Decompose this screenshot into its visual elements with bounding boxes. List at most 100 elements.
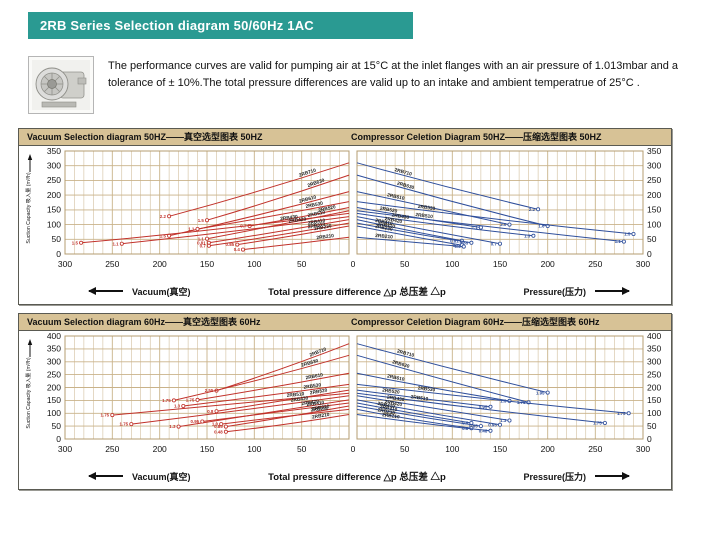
model-label: 2RB530 [417, 204, 436, 212]
curve-2RB510 [356, 392, 605, 424]
y-tick-label: 0 [647, 434, 652, 444]
y-tick-label: 350 [47, 344, 61, 354]
model-label: 2RB230 [314, 223, 333, 232]
power-label: 0.8 [207, 409, 214, 414]
curve-2RB410 [208, 219, 350, 244]
model-label: 2RB710 [309, 346, 328, 358]
right-arrow-icon [595, 287, 630, 295]
pressure-axis-label: Pressure(压力) [523, 286, 586, 297]
y-tick-label: 150 [647, 395, 661, 405]
compressor-diagram-title-50hz: Compressor Celetion Diagram 50HZ——压缩选型图表… [351, 132, 602, 142]
x-tick-label: 250 [588, 259, 602, 269]
curve-2RB210 [356, 236, 464, 248]
curve-2RB530 [197, 201, 350, 230]
model-label: 2RB630 [307, 177, 326, 189]
power-label: 0.81 [450, 238, 459, 243]
model-label: 2RB710 [298, 167, 317, 178]
model-label: 2RB310 [307, 221, 326, 230]
model-label: 2RB420 [384, 216, 403, 225]
model-label: 2RB420 [301, 399, 320, 408]
power-label: 0.85 [469, 424, 478, 429]
power-label: 1.75 [617, 411, 626, 416]
power-label: 1.1 [112, 241, 119, 246]
curve-2RB430 [131, 395, 350, 425]
power-label: 1.5 [160, 233, 167, 238]
y-tick-label: 300 [647, 357, 661, 367]
left-arrow-icon [88, 287, 123, 295]
selection-chart-60hz: 0 0 50 50 100 100 150 150 200 200 250 250 300 300 350 3… [19, 331, 671, 463]
model-label: 2RB630 [391, 359, 410, 370]
power-label: 0.8 [462, 421, 469, 426]
curve-2RB420 [356, 216, 501, 245]
y-tick-label: 350 [47, 146, 61, 156]
power-label: 0.85 [226, 242, 235, 247]
curve-2RB410 [356, 402, 472, 424]
power-label: 0.48 [214, 429, 223, 434]
panel-header-60hz: Vacuum Selection diagram 60Hz——真空选型图表 60… [19, 314, 671, 331]
page: 2RB Series Selection diagram 50/60Hz 1AC… [0, 12, 703, 490]
y-tick-label: 250 [47, 175, 61, 185]
x-tick-label: 200 [541, 444, 555, 454]
model-label: 2RB710 [394, 167, 413, 178]
model-label: 2RB510 [410, 394, 429, 402]
curve-2RB710 [356, 343, 548, 394]
curve-2RB230 [356, 408, 472, 429]
y-tick-label: 250 [47, 369, 61, 379]
x-tick-label: 100 [445, 259, 459, 269]
curve-2RB310 [356, 222, 472, 244]
y-tick-label: 250 [647, 369, 661, 379]
y-tick-label: 0 [647, 249, 652, 259]
y-tick-label: 100 [647, 408, 661, 418]
model-label: 2RB510 [415, 212, 434, 220]
curve-2RB710 [356, 162, 539, 210]
model-label: 2RB520 [379, 206, 398, 215]
curve-2RB630 [356, 354, 529, 403]
chart-svg-60Hz: 0 0 50 50 100 100 150 150 200 200 250 250 300 300 350 3… [25, 331, 661, 454]
x-tick-label: 150 [493, 444, 507, 454]
y-tick-label: 50 [647, 421, 657, 431]
model-label: 2RB430 [280, 214, 299, 222]
power-label: 0.7 [200, 243, 207, 248]
y-tick-label: 350 [647, 146, 661, 156]
power-label: 2.2 [529, 207, 536, 212]
curve-2RB530 [183, 383, 350, 407]
power-label: 1.5 [624, 232, 631, 237]
chart-svg-50Hz: 0 0 50 50 100 100 150 150 200 200 250 250 300 300 350 3… [25, 146, 661, 269]
model-label: 2RB430 [391, 212, 410, 221]
power-label: 2.2 [160, 214, 167, 219]
model-label: 2RB430 [290, 395, 309, 403]
y-tick-label: 300 [47, 161, 61, 171]
pressure-difference-axis-label: Total pressure difference △p 总压差 △p [268, 472, 446, 483]
y-tick-label: 200 [47, 382, 61, 392]
curve-2RB230 [221, 408, 350, 425]
power-label: 1.3 [524, 233, 531, 238]
x-tick-label: 150 [493, 259, 507, 269]
x-tick-label: 50 [400, 444, 410, 454]
right-arrow-icon [595, 472, 630, 480]
compressor-diagram-title-60hz: Compressor Celetion Diagram 60Hz——压缩选型图表… [351, 317, 600, 327]
y-tick-label: 400 [47, 331, 61, 341]
y-tick-label: 150 [647, 205, 661, 215]
y-tick-label: 200 [647, 190, 661, 200]
curve-2RB230 [237, 225, 350, 246]
curve-2RB210 [356, 414, 491, 432]
power-label: 0.4 [454, 244, 461, 249]
model-label: 2RB610 [305, 372, 324, 381]
vacuum-axis-label: Vacuum(真空) [132, 471, 191, 482]
left-arrow-icon [88, 472, 123, 480]
x-tick-label: 300 [58, 444, 72, 454]
power-label: 1.3 [169, 424, 176, 429]
curve-2RB710 [168, 162, 350, 217]
power-label: 1.5 [72, 240, 79, 245]
curve-2RB410 [202, 402, 350, 422]
x-tick-label: 200 [153, 444, 167, 454]
y-tick-label: 200 [647, 382, 661, 392]
power-label: 1.3 [174, 404, 181, 409]
curve-2RB520 [216, 389, 350, 412]
power-label: 0.95 [488, 422, 497, 427]
power-label: 1.75 [593, 421, 602, 426]
curve-2RB520 [356, 389, 491, 408]
x-tick-label: 100 [247, 444, 261, 454]
model-label: 2RB530 [305, 201, 324, 210]
power-label: 1.75 [101, 413, 110, 418]
